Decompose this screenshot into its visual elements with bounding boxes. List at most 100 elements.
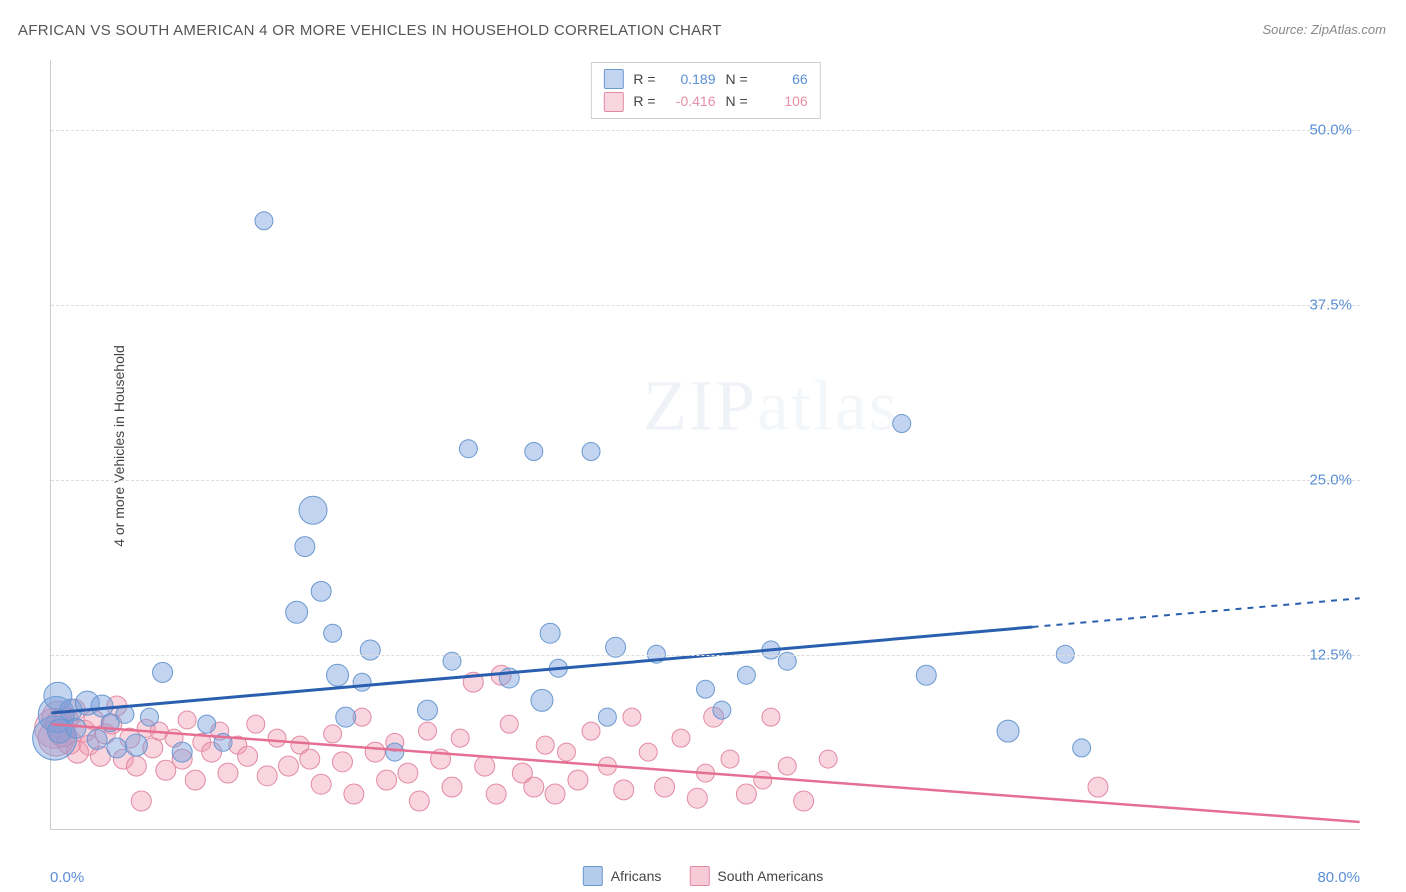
data-point-blue [525, 443, 543, 461]
data-point-blue [353, 673, 371, 691]
data-point-blue [893, 415, 911, 433]
data-point-blue [324, 624, 342, 642]
data-point-blue [198, 715, 216, 733]
data-point-blue [1073, 739, 1091, 757]
source-credit: Source: ZipAtlas.com [1262, 22, 1386, 37]
legend-label: South Americans [717, 868, 823, 884]
data-point-blue [713, 701, 731, 719]
data-point-pink [558, 743, 576, 761]
stats-row-pink: R = -0.416 N = 106 [603, 90, 807, 112]
data-point-pink [754, 771, 772, 789]
data-point-pink [655, 777, 675, 797]
data-point-pink [687, 788, 707, 808]
scatter-svg [51, 60, 1360, 829]
data-point-blue [737, 666, 755, 684]
data-point-pink [614, 780, 634, 800]
gridline [51, 655, 1360, 656]
data-point-pink [762, 708, 780, 726]
source-name: ZipAtlas.com [1311, 22, 1386, 37]
data-point-pink [126, 756, 146, 776]
legend-swatch [583, 866, 603, 886]
x-axis-max: 80.0% [1317, 869, 1360, 886]
trend-line-pink [51, 724, 1359, 822]
r-label-blue: R = [633, 68, 655, 90]
y-tick-label: 37.5% [1309, 297, 1352, 314]
swatch-pink [603, 92, 623, 112]
data-point-blue [299, 496, 327, 524]
data-point-pink [268, 729, 286, 747]
data-point-pink [582, 722, 600, 740]
n-label-pink: N = [726, 90, 748, 112]
r-label-pink: R = [633, 90, 655, 112]
y-tick-label: 12.5% [1309, 647, 1352, 664]
data-point-pink [332, 752, 352, 772]
data-point-pink [475, 756, 495, 776]
legend-item: South Americans [689, 866, 823, 886]
data-point-pink [486, 784, 506, 804]
data-point-blue [598, 708, 616, 726]
chart-title: AFRICAN VS SOUTH AMERICAN 4 OR MORE VEHI… [18, 22, 722, 39]
data-point-pink [418, 722, 436, 740]
y-tick-label: 25.0% [1309, 472, 1352, 489]
data-point-blue [295, 537, 315, 557]
data-point-pink [131, 791, 151, 811]
n-label-blue: N = [726, 68, 748, 90]
data-point-blue [360, 640, 380, 660]
data-point-pink [536, 736, 554, 754]
data-point-pink [178, 711, 196, 729]
data-point-blue [140, 708, 158, 726]
data-point-pink [344, 784, 364, 804]
trend-line-blue-dashed [1033, 598, 1360, 627]
data-point-pink [1088, 777, 1108, 797]
data-point-pink [672, 729, 690, 747]
data-point-pink [545, 784, 565, 804]
data-point-pink [451, 729, 469, 747]
data-point-pink [500, 715, 518, 733]
data-point-pink [218, 763, 238, 783]
data-point-pink [257, 766, 277, 786]
source-label: Source: [1262, 22, 1310, 37]
data-point-blue [697, 680, 715, 698]
stats-legend-box: R = 0.189 N = 66 R = -0.416 N = 106 [590, 62, 820, 119]
stats-row-blue: R = 0.189 N = 66 [603, 68, 807, 90]
data-point-pink [721, 750, 739, 768]
r-value-pink: -0.416 [666, 90, 716, 112]
data-point-blue [87, 730, 107, 750]
data-point-pink [794, 791, 814, 811]
gridline [51, 130, 1360, 131]
data-point-pink [409, 791, 429, 811]
data-point-blue [153, 662, 173, 682]
data-point-pink [278, 756, 298, 776]
data-point-blue [997, 720, 1019, 742]
data-point-blue [531, 689, 553, 711]
n-value-pink: 106 [758, 90, 808, 112]
data-point-blue [286, 601, 308, 623]
data-point-pink [639, 743, 657, 761]
n-value-blue: 66 [758, 68, 808, 90]
data-point-blue [172, 742, 192, 762]
data-point-pink [623, 708, 641, 726]
data-point-pink [300, 749, 320, 769]
data-point-pink [442, 777, 462, 797]
data-point-pink [819, 750, 837, 768]
swatch-blue [603, 69, 623, 89]
data-point-blue [336, 707, 356, 727]
data-point-blue [386, 743, 404, 761]
data-point-pink [185, 770, 205, 790]
gridline [51, 480, 1360, 481]
plot-area: ZIPatlas R = 0.189 N = 66 R = -0.416 N =… [50, 60, 1360, 830]
y-tick-label: 50.0% [1309, 122, 1352, 139]
data-point-pink [524, 777, 544, 797]
data-point-blue [125, 734, 147, 756]
data-point-blue [540, 623, 560, 643]
data-point-pink [778, 757, 796, 775]
data-point-blue [66, 718, 86, 738]
data-point-blue [107, 738, 127, 758]
data-point-pink [568, 770, 588, 790]
data-point-blue [255, 212, 273, 230]
data-point-blue [916, 665, 936, 685]
data-point-blue [459, 440, 477, 458]
data-point-blue [417, 700, 437, 720]
data-point-blue [311, 581, 331, 601]
data-point-pink [311, 774, 331, 794]
